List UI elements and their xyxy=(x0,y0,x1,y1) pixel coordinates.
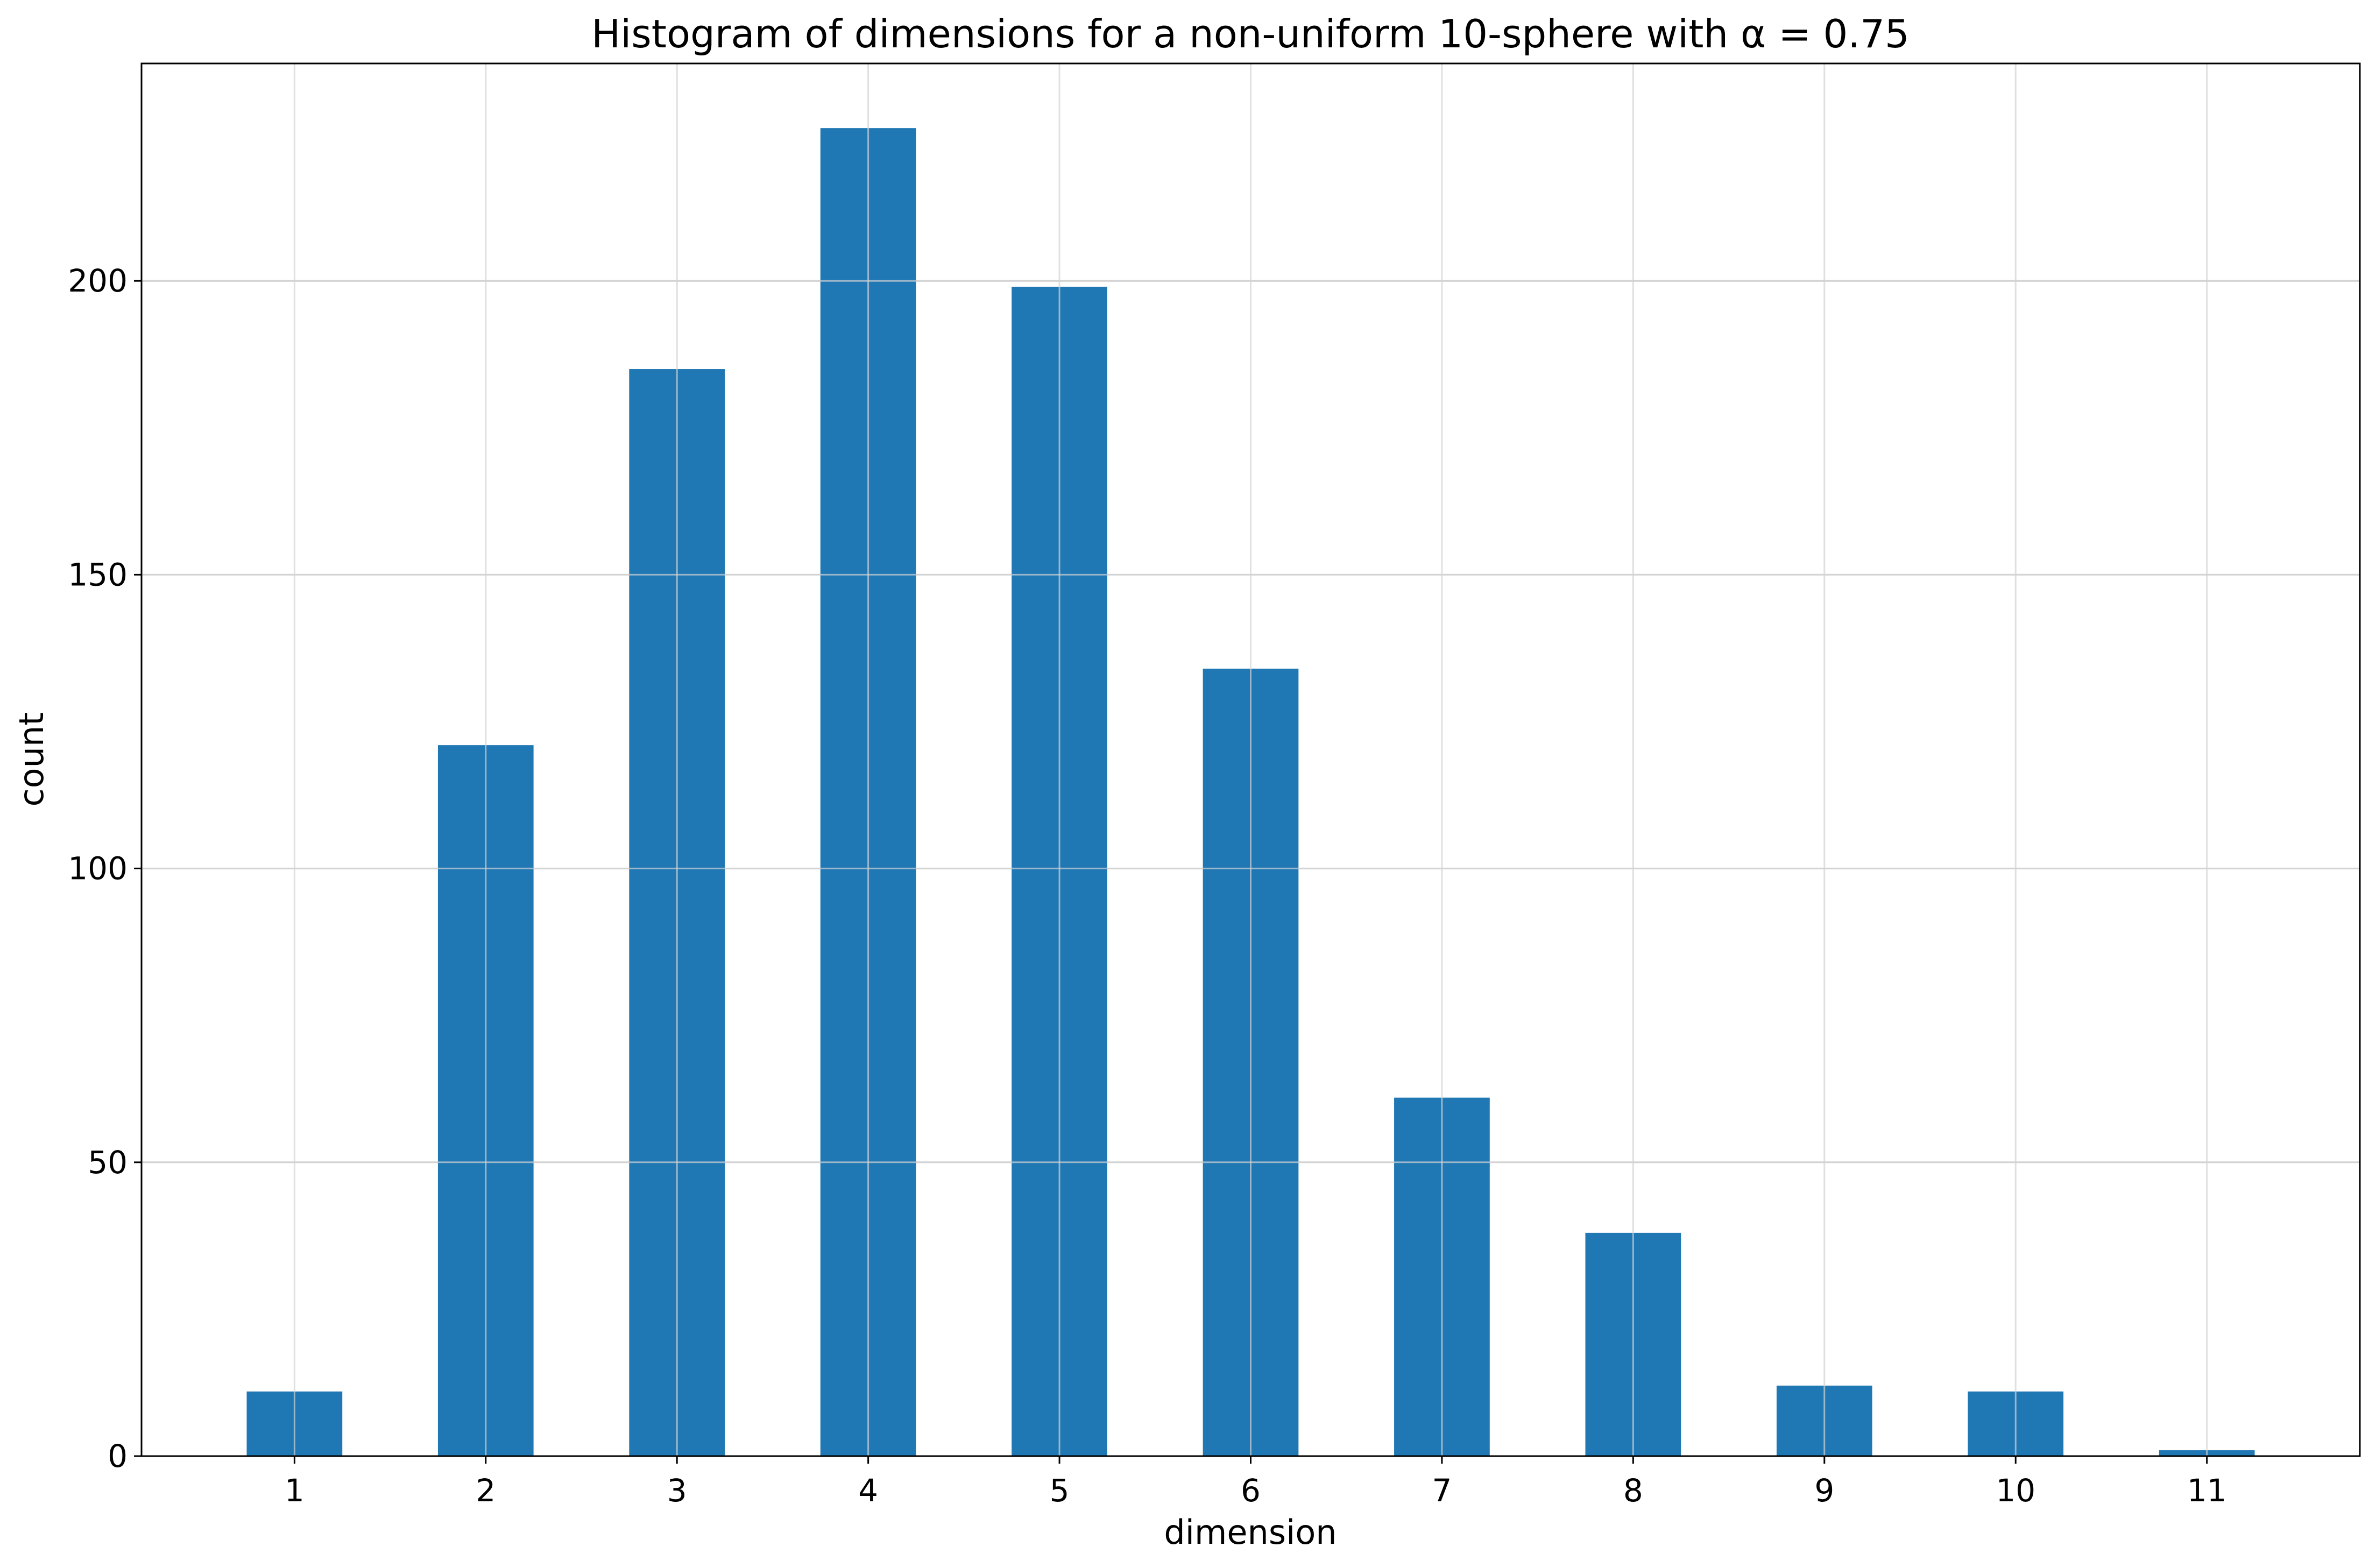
x-tick-label: 5 xyxy=(1050,1472,1070,1509)
x-tick-label: 6 xyxy=(1241,1472,1261,1509)
y-tick-label: 200 xyxy=(68,262,128,299)
x-tick-label: 7 xyxy=(1432,1472,1452,1509)
x-tick-label: 11 xyxy=(2187,1472,2227,1509)
y-axis-label: count xyxy=(12,713,51,807)
x-tick-label: 9 xyxy=(1814,1472,1834,1509)
y-tick-label: 100 xyxy=(68,850,128,887)
chart-title: Histogram of dimensions for a non-unifor… xyxy=(591,11,1910,56)
y-tick-label: 150 xyxy=(68,556,128,593)
x-tick-label: 2 xyxy=(476,1472,496,1509)
axis-tick-labels: 0 50 100 150 200 1 2 3 4 5 6 7 8 9 10 11 xyxy=(68,262,2226,1509)
x-axis-label: dimension xyxy=(1164,1513,1336,1552)
axis-ticks xyxy=(134,280,2208,1464)
x-tick-label: 10 xyxy=(1996,1472,2035,1509)
y-tick-label: 50 xyxy=(88,1144,128,1181)
x-tick-label: 3 xyxy=(667,1472,687,1509)
x-tick-label: 1 xyxy=(285,1472,305,1509)
x-tick-label: 8 xyxy=(1623,1472,1643,1509)
y-tick-label: 0 xyxy=(108,1438,128,1474)
x-tick-label: 4 xyxy=(858,1472,878,1509)
